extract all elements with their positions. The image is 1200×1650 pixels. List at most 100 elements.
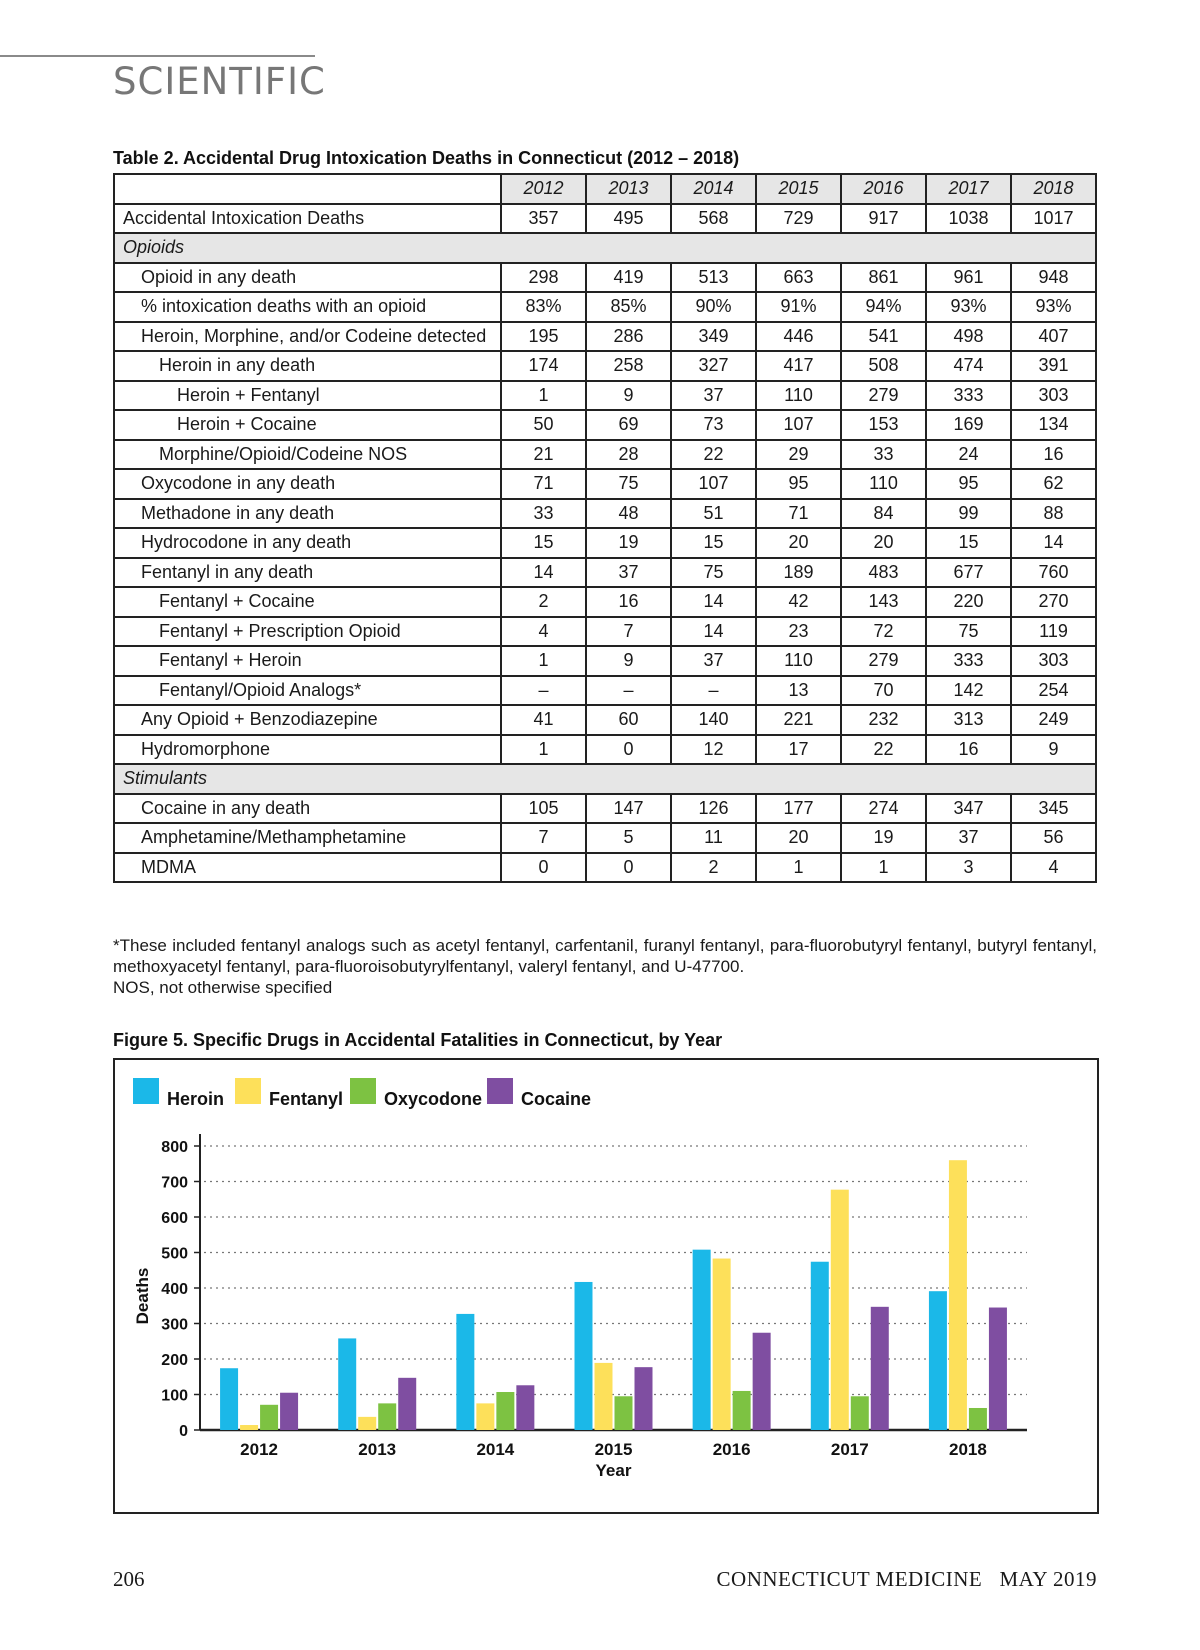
table-row: Fentanyl + Heroin 1 9 37 110 279 333 303 [113,645,1097,677]
table-cell: 85% [585,291,672,323]
table-cell: – [670,674,757,706]
year-header: 2016 [840,173,927,205]
table-cell: 71 [500,468,587,500]
journal-footer: CONNECTICUT MEDICINE MAY 2019 [716,1567,1097,1591]
table-cell: 21 [500,438,587,470]
table-cell: 13 [755,674,842,706]
table-caption: Table 2. Accidental Drug Intoxication De… [113,148,740,168]
table-cell: 14 [500,556,587,588]
table-cell: 142 [925,674,1012,706]
table-cell: 90% [670,291,757,323]
table-header-blank [113,173,502,205]
section-heading: SCIENTIFIC [113,60,326,103]
table-cell: 303 [1010,379,1097,411]
bar [634,1367,653,1430]
table-cell: 861 [840,261,927,293]
table-row: % intoxication deaths with an opioid 83% 8… [113,291,1097,323]
legend-swatch [235,1078,261,1104]
x-tick-label: 2013 [358,1440,396,1459]
table-cell: 107 [670,468,757,500]
table-cell: 333 [925,379,1012,411]
table-cell: 1 [500,379,587,411]
table-cell: 20 [840,527,927,559]
table-cell: 917 [840,202,927,234]
table-cell: 232 [840,704,927,736]
table-cell: 153 [840,409,927,441]
table-cell: 419 [585,261,672,293]
table-cell: – [500,674,587,706]
table-cell: 62 [1010,468,1097,500]
row-label: Cocaine in any death [113,792,502,824]
y-axis-label: Deaths [133,1268,152,1325]
table-cell: 17 [755,733,842,765]
section-row: Stimulants [113,763,1097,795]
bar [574,1281,593,1430]
table-row: Fentanyl in any death 14 37 75 189 483 677 760 [113,556,1097,588]
table-cell: 48 [585,497,672,529]
table-row: MDMA 0 0 2 1 1 3 4 [113,851,1097,883]
x-tick-label: 2017 [831,1440,869,1459]
table-cell: 498 [925,320,1012,352]
table-cell: 270 [1010,586,1097,618]
bar [398,1377,417,1430]
table-cell: 75 [670,556,757,588]
table-cell: 22 [840,733,927,765]
table-cell: 9 [585,379,672,411]
table-cell: 94% [840,291,927,323]
table-cell: 19 [585,527,672,559]
table-row: Cocaine in any death 105 147 126 177 274 347 34… [113,792,1097,824]
row-label: Fentanyl + Heroin [113,645,502,677]
table-cell: 110 [755,379,842,411]
table-cell: 327 [670,350,757,382]
table-row: Amphetamine/Methamphetamine 7 5 11 20 19 37 56 [113,822,1097,854]
y-tick-label: 600 [161,1210,188,1227]
table-cell: 95 [755,468,842,500]
row-label: Opioid in any death [113,261,502,293]
table-cell: 37 [670,645,757,677]
table-cell: – [585,674,672,706]
table-cell: 93% [925,291,1012,323]
y-tick-label: 100 [161,1388,188,1405]
table-cell: 1 [500,645,587,677]
table-cell: 107 [755,409,842,441]
year-header: 2012 [500,173,587,205]
table-cell: 568 [670,202,757,234]
bar [496,1392,515,1430]
table-cell: 147 [585,792,672,824]
table-cell: 143 [840,586,927,618]
table-cell: 286 [585,320,672,352]
table-row: Heroin, Morphine, and/or Codeine detecte… [113,320,1097,352]
table-row: Fentanyl + Cocaine 2 16 14 42 143 220 270 [113,586,1097,618]
table-cell: 134 [1010,409,1097,441]
table-cell: 663 [755,261,842,293]
table-cell: 16 [585,586,672,618]
table-cell: 9 [1010,733,1097,765]
table-cell: 391 [1010,350,1097,382]
bar [220,1368,239,1430]
page-number: 206 [113,1567,145,1591]
table-cell: 174 [500,350,587,382]
table-cell: 69 [585,409,672,441]
table-cell: 220 [925,586,1012,618]
table-cell: 29 [755,438,842,470]
table-footnote-nos: NOS, not otherwise specified [113,978,333,997]
table-cell: 56 [1010,822,1097,854]
table-cell: 417 [755,350,842,382]
table-cell: 0 [585,733,672,765]
table-cell: 7 [585,615,672,647]
table-cell: 495 [585,202,672,234]
table-footnote: *These included fentanyl analogs such as… [113,936,1097,976]
row-label: Accidental Intoxication Deaths [113,202,502,234]
table-cell: 93% [1010,291,1097,323]
year-header: 2017 [925,173,1012,205]
table-cell: 249 [1010,704,1097,736]
table-cell: 51 [670,497,757,529]
table-cell: 16 [925,733,1012,765]
table-cell: 0 [500,851,587,883]
table-row: Morphine/Opioid/Codeine NOS 21 28 22 29 33 24 1… [113,438,1097,470]
table-cell: 3 [925,851,1012,883]
legend-swatch [350,1078,376,1104]
y-tick-label: 800 [161,1139,188,1156]
legend-label: Cocaine [521,1089,591,1109]
table-cell: 12 [670,733,757,765]
